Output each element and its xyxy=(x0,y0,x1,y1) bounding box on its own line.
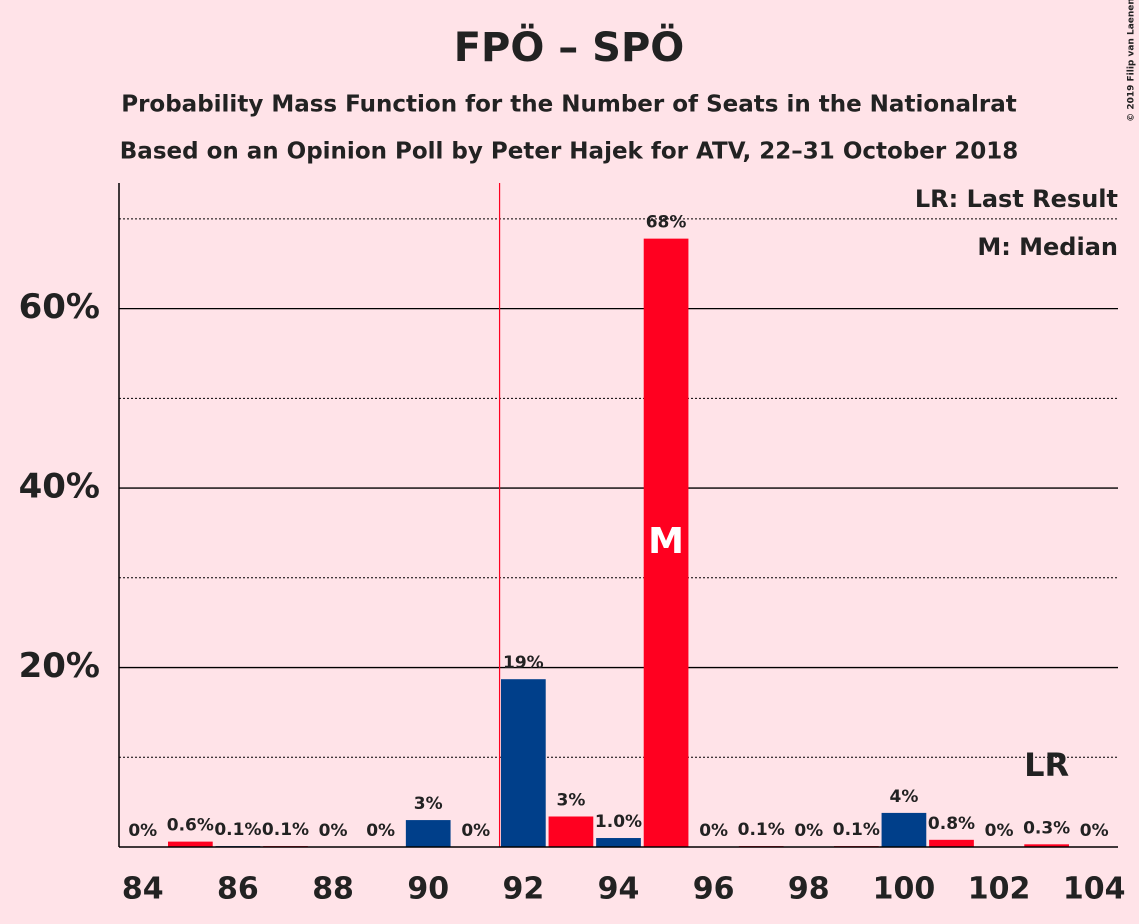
value-label: 0.1% xyxy=(833,820,880,840)
last-result-label: LR xyxy=(1024,746,1069,784)
x-tick-label: 88 xyxy=(312,872,354,907)
value-label: 0% xyxy=(794,821,823,841)
x-tick-label: 100 xyxy=(873,872,936,907)
copyright: © 2019 Filip van Laenen xyxy=(1127,0,1137,122)
y-tick-label: 20% xyxy=(19,646,100,686)
value-label: 68% xyxy=(646,213,687,233)
subtitle: Based on an Opinion Poll by Peter Hajek … xyxy=(120,139,1018,165)
legend-entry: M: Median xyxy=(977,233,1118,261)
value-label: 0% xyxy=(461,821,490,841)
y-tick-label: 60% xyxy=(19,287,100,327)
value-label: 0.8% xyxy=(928,814,975,834)
value-label: 0% xyxy=(319,821,348,841)
bar xyxy=(929,839,974,847)
bar xyxy=(500,679,546,847)
value-label: 1.0% xyxy=(595,812,642,832)
bar xyxy=(643,238,689,847)
chart-title: FPÖ – SPÖ xyxy=(454,23,685,71)
x-tick-label: 86 xyxy=(217,872,259,907)
subtitle: Probability Mass Function for the Number… xyxy=(121,92,1017,118)
value-label: 3% xyxy=(414,794,443,814)
bar xyxy=(548,816,594,847)
bar xyxy=(596,838,641,847)
value-label: 0% xyxy=(128,821,157,841)
value-label: 0% xyxy=(985,821,1014,841)
value-label: 3% xyxy=(556,790,585,810)
x-tick-label: 102 xyxy=(968,872,1031,907)
x-tick-label: 96 xyxy=(693,872,735,907)
value-label: 0.6% xyxy=(167,816,214,836)
value-label: 0% xyxy=(366,821,395,841)
value-label: 0.1% xyxy=(262,820,309,840)
y-tick-label: 40% xyxy=(19,467,100,507)
x-tick-label: 90 xyxy=(407,872,449,907)
value-label: 0.1% xyxy=(738,820,785,840)
x-tick-label: 94 xyxy=(598,872,640,907)
legend-entry: LR: Last Result xyxy=(915,185,1118,213)
value-label: 19% xyxy=(503,653,544,673)
value-label: 4% xyxy=(889,787,918,807)
bar xyxy=(405,820,451,847)
x-tick-label: 104 xyxy=(1063,872,1126,907)
x-tick-label: 84 xyxy=(122,872,164,907)
median-label: M xyxy=(648,521,684,562)
value-label: 0.3% xyxy=(1023,818,1070,838)
bar xyxy=(1024,844,1070,847)
x-tick-label: 92 xyxy=(502,872,544,907)
value-label: 0.1% xyxy=(214,820,261,840)
value-label: 0% xyxy=(699,821,728,841)
x-tick-label: 98 xyxy=(788,872,830,907)
bar xyxy=(881,812,927,847)
bar xyxy=(167,841,213,847)
value-label: 0% xyxy=(1080,821,1109,841)
